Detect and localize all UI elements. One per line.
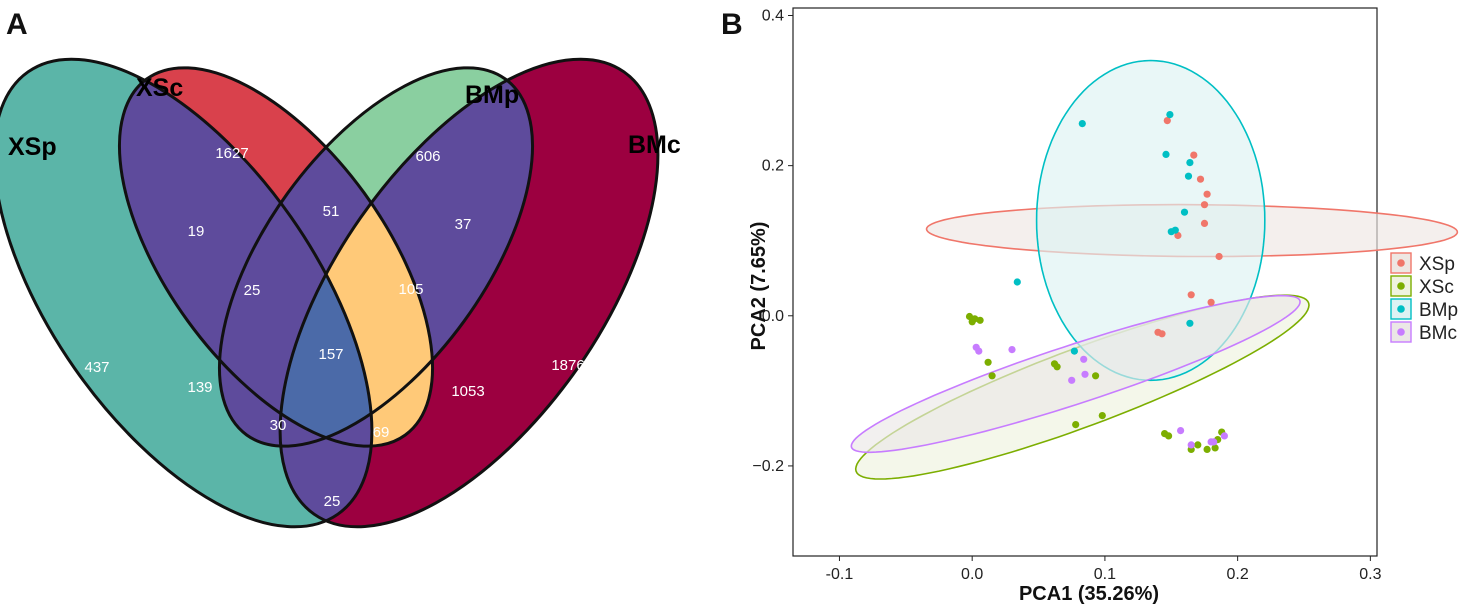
venn-count-xsp-bmp-bmc: 30 [270, 417, 287, 434]
point-xsc-14 [1194, 441, 1202, 449]
point-xsc-8 [1092, 372, 1100, 380]
point-bmp-2 [1162, 150, 1170, 158]
venn-count-bmp-only: 606 [415, 148, 440, 165]
y-axis-title: PCA2 (7.65%) [748, 222, 770, 351]
legend-label-bmc: BMc [1419, 323, 1457, 344]
venn-label-xsc: XSc [136, 74, 183, 102]
point-bmp-4 [1184, 172, 1193, 180]
y-tick-label: 0.4 [762, 8, 784, 25]
ellipse-bmc [850, 294, 1301, 454]
y-tick-label: 0.0 [762, 308, 784, 325]
venn-count-bmc-only: 1876 [551, 357, 584, 374]
venn-set-bmc-outline [278, 57, 660, 529]
venn-set-bmp-outline [217, 66, 535, 448]
venn-set-xsc-outline [117, 66, 435, 448]
point-xsc-16 [1211, 444, 1219, 452]
point-xsc-7 [1053, 363, 1061, 371]
point-xsc-9 [1098, 412, 1106, 420]
venn-label-bmc: BMc [628, 131, 681, 159]
point-bmc-3 [1080, 355, 1088, 363]
x-tick-label: 0.0 [961, 566, 983, 583]
point-xsc-5 [988, 372, 996, 380]
data-points [965, 111, 1228, 453]
x-tick-label: 0.1 [1094, 566, 1116, 583]
x-axis-title: PCA1 (35.26%) [1019, 583, 1159, 605]
point-xsp-2 [1196, 175, 1205, 183]
point-bmc-1 [975, 347, 983, 355]
y-tick-label: −0.2 [752, 458, 784, 475]
point-xsc-4 [984, 358, 992, 366]
point-bmp-1 [1166, 111, 1174, 119]
point-bmp-3 [1186, 159, 1194, 167]
y-axis: −0.2 0.0 0.2 0.4 [752, 8, 793, 475]
point-xsc-3 [968, 318, 976, 326]
point-xsc-12 [1165, 432, 1173, 440]
point-bmc-9 [1220, 432, 1228, 440]
legend-marker-bmc [1397, 328, 1405, 336]
venn-diagram: XSp XSc BMp BMc 1627 606 437 1876 19 51 … [0, 57, 681, 529]
venn-count-xsc-bmp-bmc: 105 [398, 281, 423, 298]
venn-label-bmp: BMp [465, 81, 519, 109]
venn-set-xsp-outline [0, 57, 374, 529]
venn-count-xsp-bmp: 139 [187, 379, 212, 396]
legend-marker-xsp [1397, 259, 1405, 267]
point-xsp-5 [1200, 219, 1209, 227]
y-tick-label: 0.2 [762, 158, 784, 175]
venn-count-xsc-bmp: 51 [323, 203, 340, 220]
point-bmp-0 [1078, 120, 1086, 128]
panel-a-letter: A [6, 8, 28, 41]
point-xsp-8 [1187, 291, 1195, 299]
venn-count-xsc-only: 1627 [215, 145, 248, 162]
point-bmc-4 [1081, 370, 1089, 378]
point-xsp-3 [1203, 190, 1211, 198]
point-bmp-7 [1171, 226, 1179, 234]
venn-count-xsp-xsc-bmc: 69 [373, 424, 390, 441]
point-bmc-5 [1068, 376, 1076, 384]
point-bmc-10 [1210, 438, 1218, 446]
venn-count-xsp-xsc: 19 [188, 223, 205, 240]
pca-scatter-chart: -0.1 0.0 0.1 0.2 0.3 −0.2 0.0 0.2 0.4 PCA1 (35.… [748, 7, 1459, 605]
point-bmc-6 [1177, 427, 1185, 435]
venn-count-xsc-bmc: 1053 [451, 383, 484, 400]
venn-label-xsp: XSp [8, 133, 57, 161]
confidence-ellipses [850, 59, 1459, 480]
point-xsc-15 [1203, 445, 1211, 453]
x-tick-label: 0.2 [1227, 566, 1249, 583]
point-bmp-8 [1013, 278, 1021, 286]
legend-marker-bmp [1397, 305, 1405, 313]
point-xsc-2 [976, 316, 984, 324]
venn-count-core: 157 [318, 346, 343, 363]
point-xsp-9 [1207, 298, 1215, 306]
x-tick-label: 0.3 [1359, 566, 1381, 583]
point-xsp-0 [1163, 117, 1171, 125]
point-xsp-7 [1215, 252, 1223, 261]
point-xsc-10 [1072, 421, 1080, 429]
venn-count-xsp-xsc-bmp: 25 [244, 282, 261, 299]
x-axis: -0.1 0.0 0.1 0.2 0.3 [826, 556, 1382, 583]
x-tick-label: -0.1 [826, 566, 854, 583]
ellipse-bmp [1035, 59, 1266, 382]
legend-marker-xsc [1397, 282, 1405, 290]
point-bmp-10 [1070, 347, 1078, 355]
point-bmc-7 [1187, 441, 1195, 449]
point-xsp-1 [1190, 151, 1198, 159]
legend-label-bmp: BMp [1419, 300, 1458, 321]
venn-count-xsp-only: 437 [84, 359, 109, 376]
point-xsp-4 [1200, 201, 1209, 209]
panel-b-letter: B [721, 8, 743, 41]
legend-label-xsc: XSc [1419, 277, 1454, 298]
legend-label-xsp: XSp [1419, 254, 1455, 275]
point-bmc-2 [1008, 346, 1016, 354]
venn-count-xsp-bmc: 25 [324, 493, 341, 510]
point-bmp-9 [1186, 319, 1194, 327]
point-xsp-11 [1158, 330, 1166, 338]
point-bmp-5 [1180, 208, 1189, 216]
venn-count-bmp-bmc: 37 [455, 216, 472, 233]
